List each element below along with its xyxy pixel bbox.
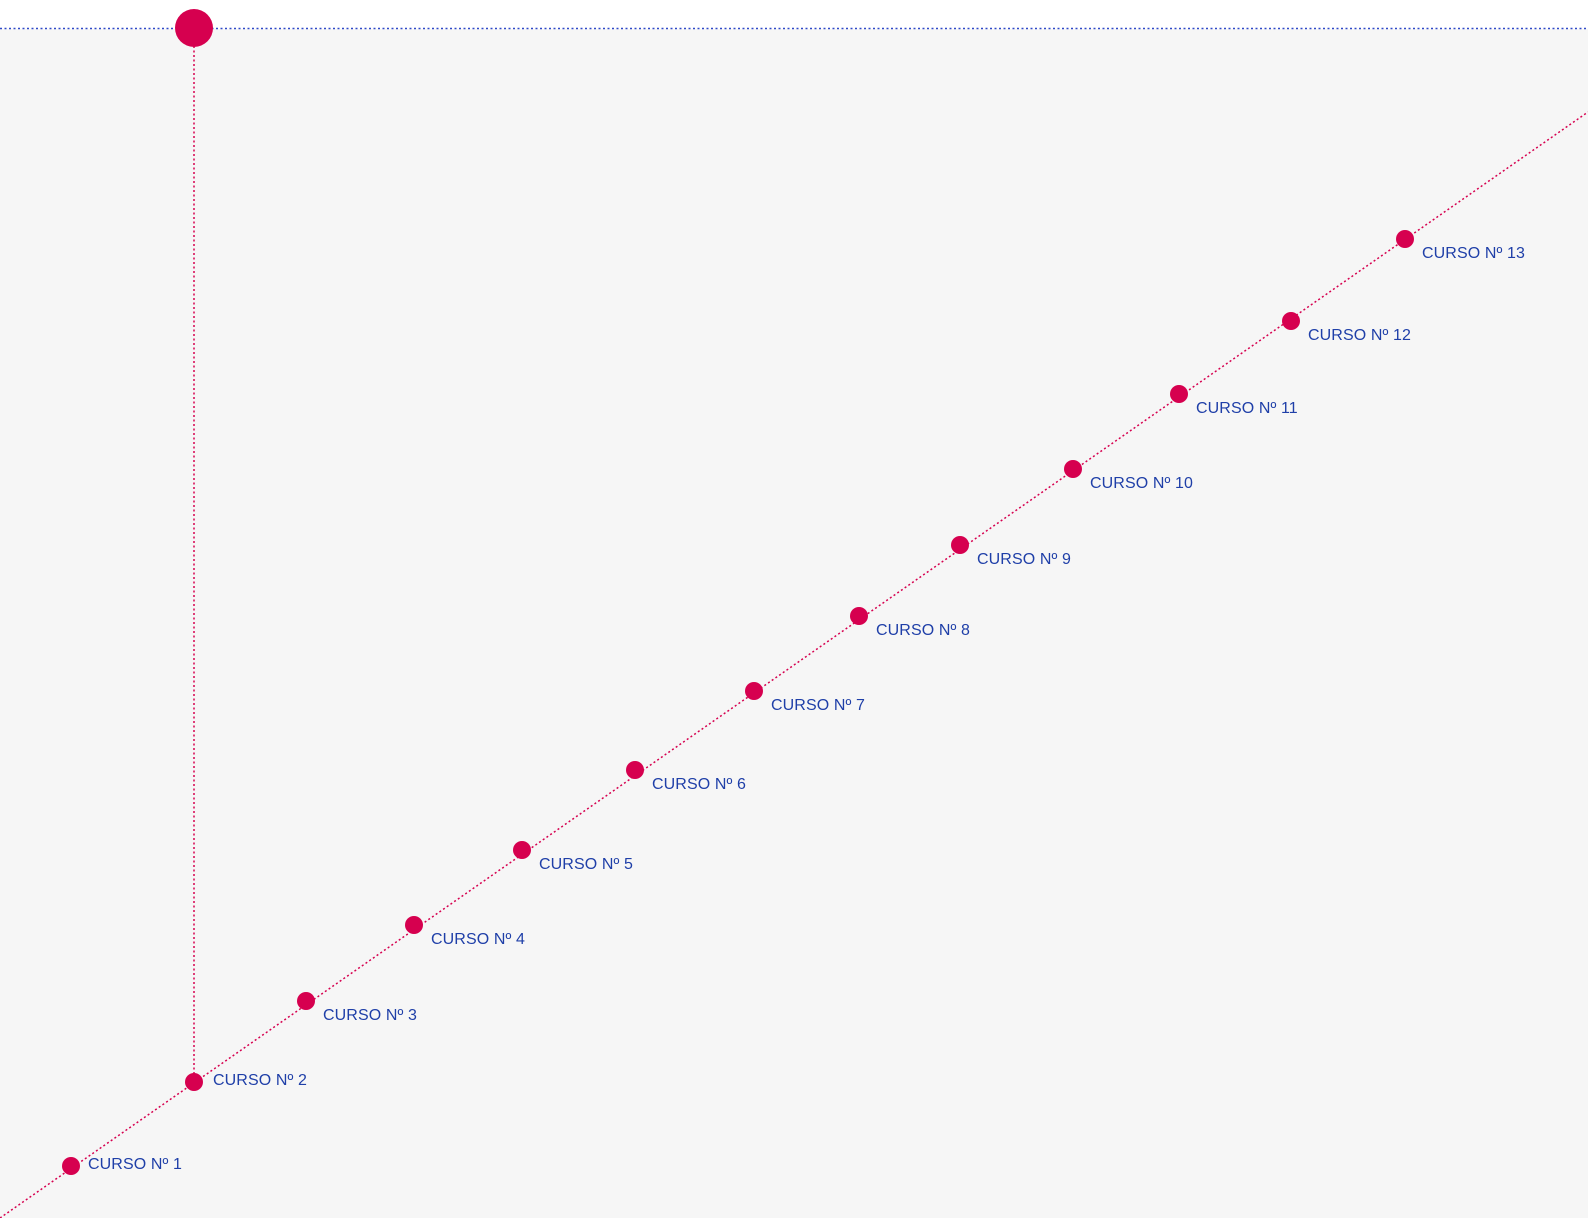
course-label-5[interactable]: CURSO Nº 5 bbox=[539, 856, 633, 873]
course-label-1[interactable]: CURSO Nº 1 bbox=[88, 1156, 182, 1173]
course-dot-7[interactable] bbox=[745, 682, 763, 700]
course-dot-6[interactable] bbox=[626, 761, 644, 779]
course-dot-8[interactable] bbox=[850, 607, 868, 625]
diagram-background bbox=[0, 29, 1588, 1218]
course-dot-5[interactable] bbox=[513, 841, 531, 859]
diagonal-course-path bbox=[0, 111, 1588, 1218]
course-dot-1[interactable] bbox=[62, 1157, 80, 1175]
course-dot-10[interactable] bbox=[1064, 460, 1082, 478]
course-dot-12[interactable] bbox=[1282, 312, 1300, 330]
course-label-10[interactable]: CURSO Nº 10 bbox=[1090, 475, 1193, 492]
course-label-3[interactable]: CURSO Nº 3 bbox=[323, 1007, 417, 1024]
course-dot-4[interactable] bbox=[405, 916, 423, 934]
current-position-marker[interactable] bbox=[175, 9, 213, 47]
course-label-12[interactable]: CURSO Nº 12 bbox=[1308, 327, 1411, 344]
course-label-6[interactable]: CURSO Nº 6 bbox=[652, 776, 746, 793]
course-label-4[interactable]: CURSO Nº 4 bbox=[431, 931, 525, 948]
course-dot-2[interactable] bbox=[185, 1073, 203, 1091]
course-label-11[interactable]: CURSO Nº 11 bbox=[1196, 400, 1298, 417]
course-label-8[interactable]: CURSO Nº 8 bbox=[876, 622, 970, 639]
course-dot-9[interactable] bbox=[951, 536, 969, 554]
course-label-2[interactable]: CURSO Nº 2 bbox=[213, 1072, 307, 1089]
course-label-7[interactable]: CURSO Nº 7 bbox=[771, 697, 865, 714]
course-dot-11[interactable] bbox=[1170, 385, 1188, 403]
course-label-13[interactable]: CURSO Nº 13 bbox=[1422, 245, 1525, 262]
course-label-9[interactable]: CURSO Nº 9 bbox=[977, 551, 1071, 568]
course-dot-13[interactable] bbox=[1396, 230, 1414, 248]
course-dot-3[interactable] bbox=[297, 992, 315, 1010]
course-dots bbox=[62, 230, 1414, 1175]
